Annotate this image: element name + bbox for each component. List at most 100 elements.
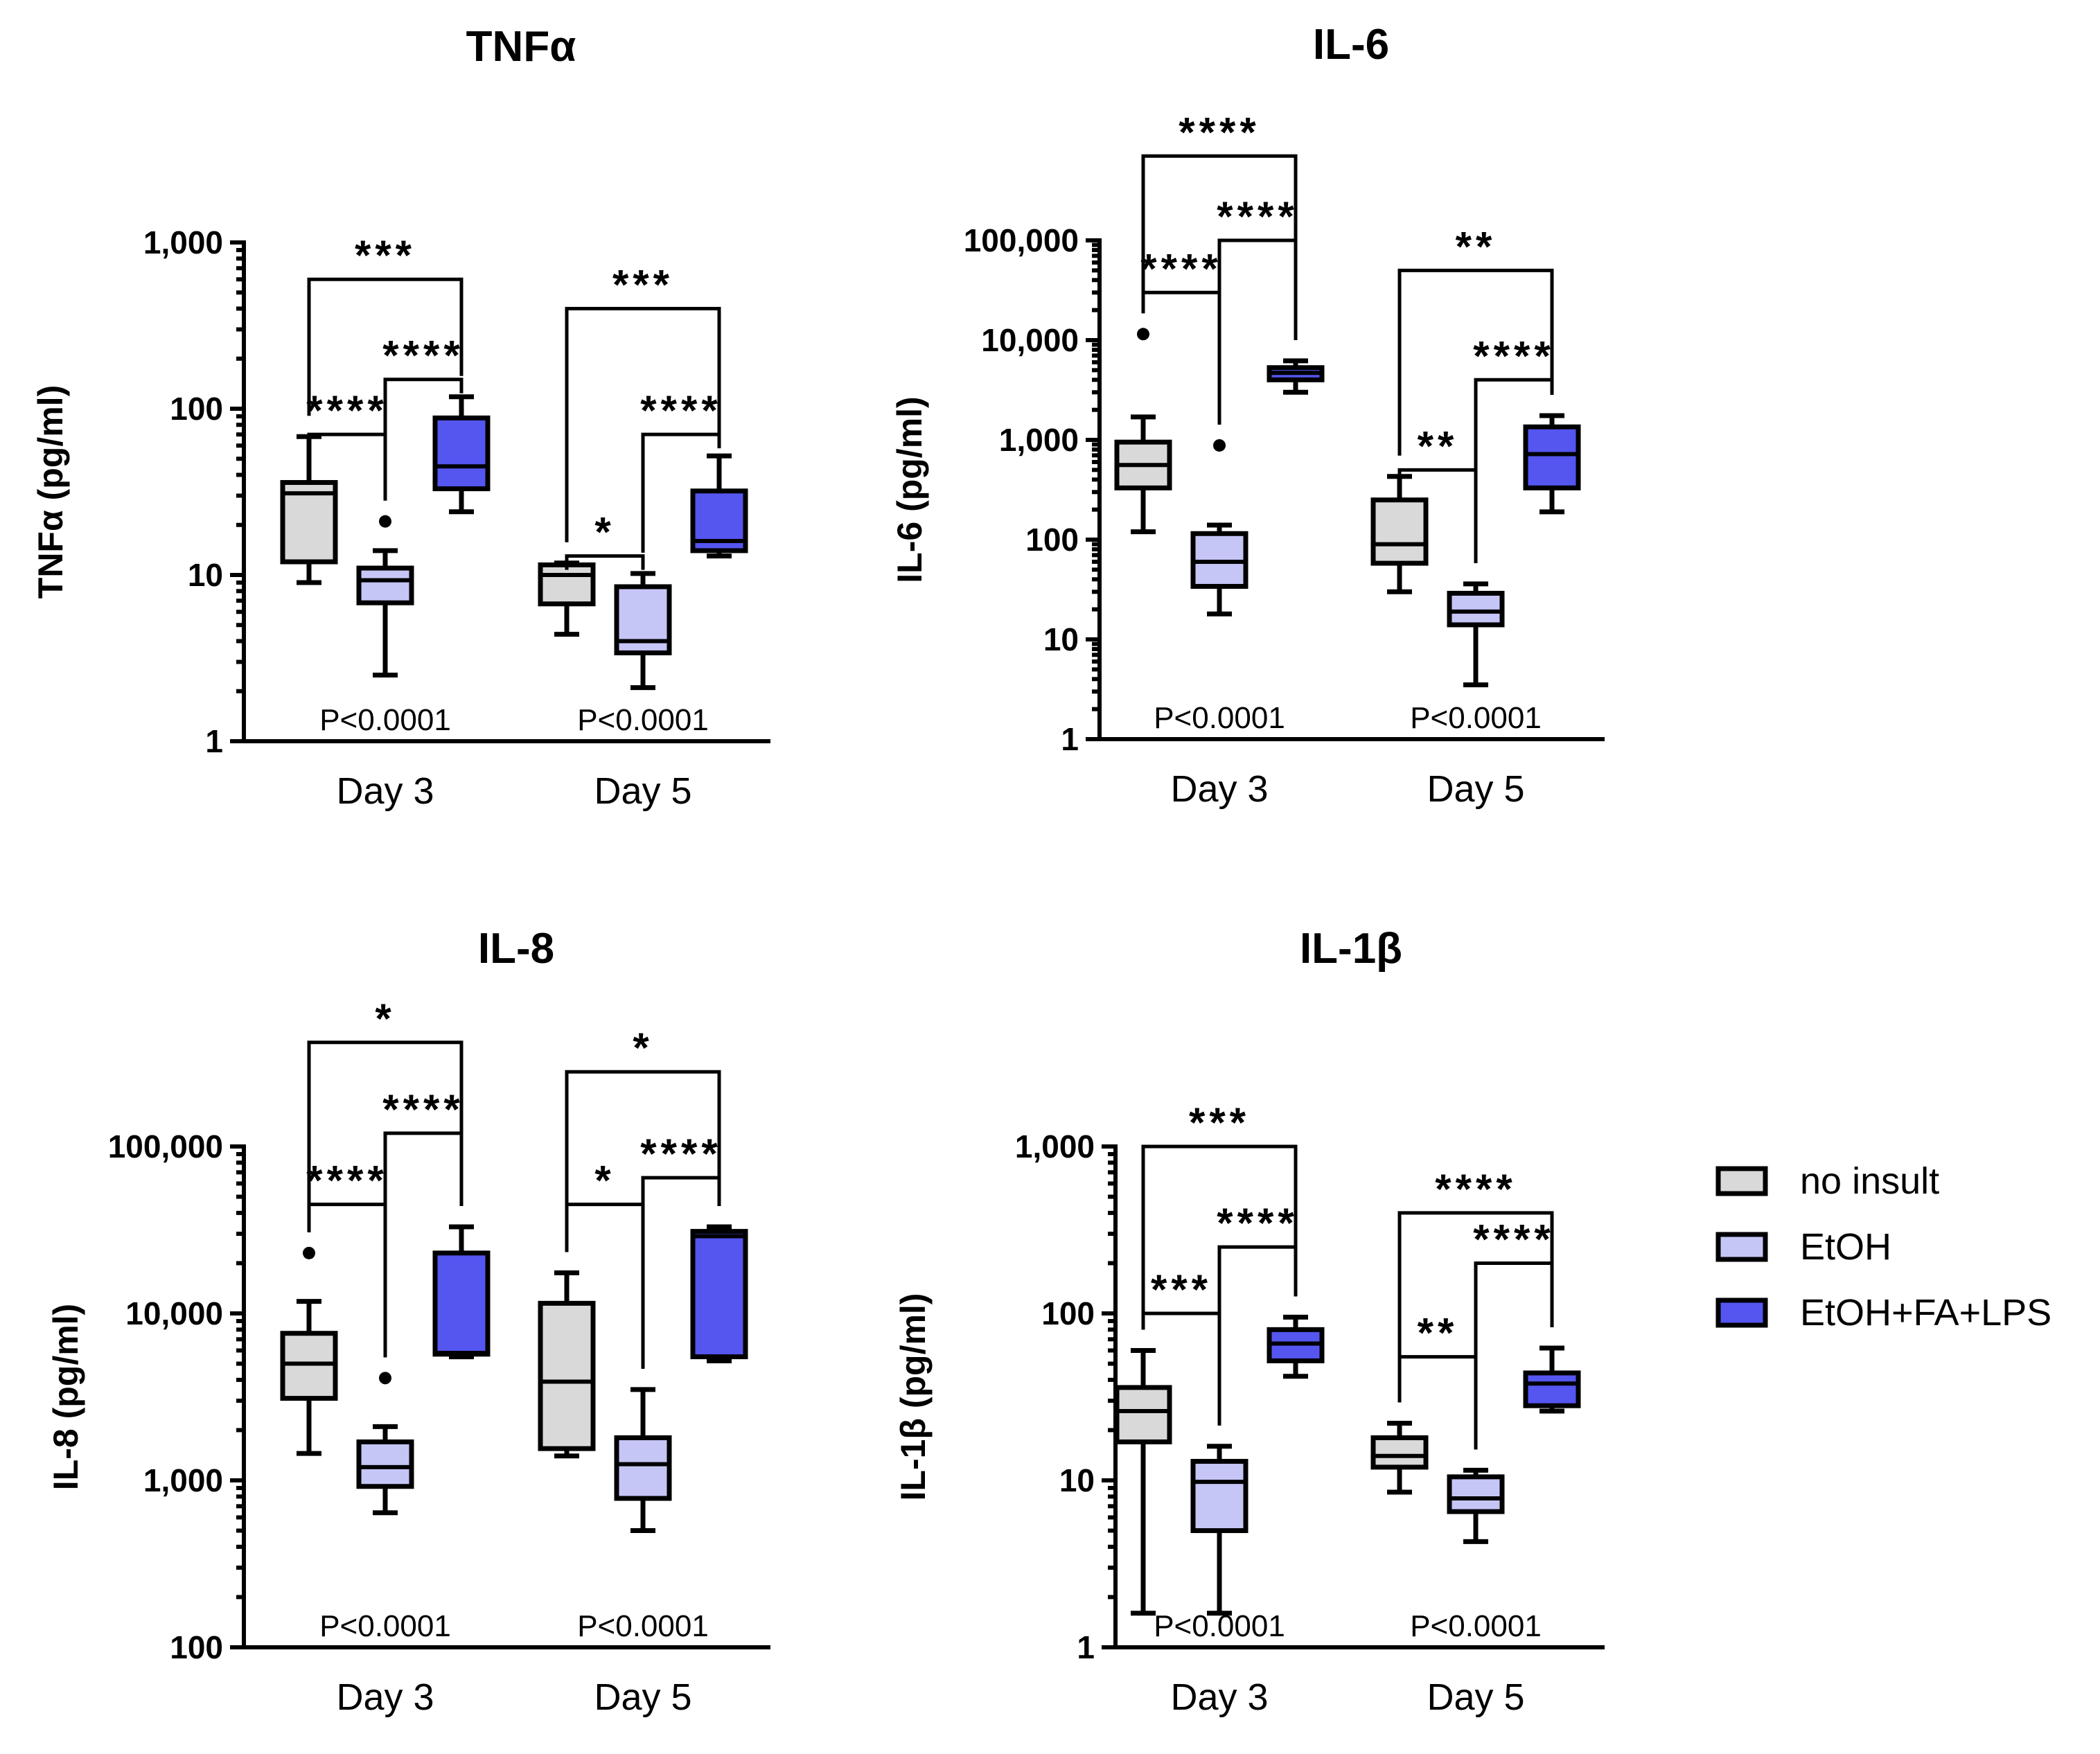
significance-bracket: **** xyxy=(640,387,721,553)
significance-stars: * xyxy=(594,509,615,556)
box-iqr xyxy=(1114,1385,1172,1444)
y-tick-label: 100 xyxy=(170,391,223,427)
y-tick-label: 1 xyxy=(1077,1629,1095,1665)
chart-title: TNFα xyxy=(466,23,576,71)
panel-1: IL-6 IL-6 (pg/ml) 1 10 100 1,000 10,000 100,000… xyxy=(890,21,1605,810)
box-iqr xyxy=(356,1439,414,1489)
bracket-line xyxy=(1141,1311,1221,1426)
y-tick-label: 1,000 xyxy=(999,422,1079,458)
significance-bracket: **** xyxy=(306,1158,387,1358)
significance-stars: **** xyxy=(1217,1200,1298,1246)
significance-stars: *** xyxy=(355,232,416,278)
significance-stars: *** xyxy=(612,262,673,308)
bracket-line xyxy=(565,1203,645,1369)
box-iqr xyxy=(538,562,596,607)
box-iqr xyxy=(280,1331,338,1401)
legend-swatch xyxy=(1715,1232,1768,1262)
chart-title: IL-1β xyxy=(1300,925,1402,973)
legend: no insult EtOH EtOH+FA+LPS xyxy=(1715,1160,2052,1334)
significance-bracket: ** xyxy=(1397,423,1478,563)
box-iqr xyxy=(538,1300,596,1451)
significance-stars: **** xyxy=(1217,193,1298,240)
y-tick-label: 10 xyxy=(1043,621,1079,657)
significance-stars: ** xyxy=(1418,1310,1458,1356)
box-iqr xyxy=(1447,590,1505,628)
legend-label: no insult xyxy=(1800,1160,1939,1202)
y-tick-label: 1,000 xyxy=(143,224,223,260)
box-etoh xyxy=(356,515,414,677)
significance-stars: **** xyxy=(640,1131,721,1177)
box-etoh xyxy=(1190,438,1248,617)
y-tick-label: 10,000 xyxy=(981,322,1079,358)
y-tick-label: 1 xyxy=(205,723,223,759)
bracket-line xyxy=(1397,268,1554,456)
box-no-insult xyxy=(280,434,338,585)
bracket-line xyxy=(565,1070,721,1252)
legend-label: EtOH+FA+LPS xyxy=(1800,1292,2052,1334)
significance-stars: * xyxy=(633,1025,653,1071)
x-category-label: Day 5 xyxy=(594,770,691,812)
legend-swatch xyxy=(1715,1166,1768,1196)
y-tick-label: 100 xyxy=(170,1629,223,1665)
significance-bracket: *** xyxy=(307,232,464,416)
significance-bracket: **** xyxy=(1473,1216,1554,1450)
significance-stars: **** xyxy=(306,1158,387,1204)
significance-stars: * xyxy=(375,995,395,1042)
panel-0: TNFα TNFα (pg/ml) 1 10 100 1,000 Day 3 P<0.0001… xyxy=(31,23,770,812)
panel-3: IL-1β IL-1β (pg/ml) 1 10 100 1,000 Day 3 P<0.00… xyxy=(894,925,1605,1718)
box-iqr xyxy=(1523,424,1581,490)
box-etoh xyxy=(1190,1444,1248,1616)
x-category-label: Day 5 xyxy=(1427,768,1524,810)
box-etoh xyxy=(356,1372,414,1516)
box-etoh-fa-lps xyxy=(1523,413,1581,515)
bracket-line xyxy=(1397,468,1478,563)
bracket-line xyxy=(1474,1261,1554,1450)
legend-label: EtOH xyxy=(1800,1226,1891,1268)
significance-bracket: * xyxy=(565,1158,645,1369)
p-value-label: P<0.0001 xyxy=(319,703,451,737)
x-category-label: Day 3 xyxy=(336,770,434,812)
box-iqr xyxy=(1447,1474,1505,1514)
p-value-label: P<0.0001 xyxy=(319,1609,451,1643)
y-tick-label: 100,000 xyxy=(964,222,1079,258)
significance-bracket: *** xyxy=(1141,1266,1221,1426)
y-axis-label: IL-1β (pg/ml) xyxy=(894,1293,933,1501)
box-etoh-fa-lps xyxy=(1267,358,1325,395)
outlier-point xyxy=(303,1246,315,1259)
box-no-insult xyxy=(280,1246,338,1456)
significance-bracket: * xyxy=(565,509,645,570)
p-value-label: P<0.0001 xyxy=(577,703,709,737)
box-etoh-fa-lps xyxy=(1267,1314,1325,1379)
panel-2: IL-8 IL-8 (pg/ml) 100 1,000 10,000 100,000 Day… xyxy=(46,925,770,1718)
bracket-line xyxy=(307,432,387,501)
outlier-point xyxy=(1137,328,1149,341)
box-iqr xyxy=(1370,497,1429,566)
significance-stars: * xyxy=(594,1158,615,1204)
box-no-insult xyxy=(1370,1420,1429,1495)
y-tick-label: 100,000 xyxy=(108,1128,223,1164)
bracket-line xyxy=(1141,290,1221,425)
p-value-label: P<0.0001 xyxy=(1410,1609,1542,1643)
significance-stars: ** xyxy=(1456,223,1497,269)
significance-stars: **** xyxy=(1473,1216,1554,1262)
bracket-line xyxy=(565,554,645,570)
y-axis-label: TNFα (pg/ml) xyxy=(31,385,70,599)
bracket-line xyxy=(1217,238,1298,425)
bracket-line xyxy=(641,432,721,553)
significance-bracket: **** xyxy=(1217,1200,1298,1426)
box-etoh-fa-lps xyxy=(1523,1345,1581,1414)
box-etoh xyxy=(614,571,672,691)
significance-stars: **** xyxy=(306,387,387,434)
y-tick-label: 1,000 xyxy=(1015,1128,1095,1164)
bracket-line xyxy=(1141,1144,1298,1330)
box-etoh-fa-lps xyxy=(690,453,748,559)
p-value-label: P<0.0001 xyxy=(1410,701,1542,735)
outlier-point xyxy=(379,1372,391,1385)
p-value-label: P<0.0001 xyxy=(1154,701,1285,735)
significance-bracket: *** xyxy=(1141,1099,1298,1330)
significance-stars: **** xyxy=(1473,333,1554,379)
x-category-label: Day 5 xyxy=(594,1676,691,1718)
box-iqr xyxy=(1370,1435,1429,1470)
x-category-label: Day 3 xyxy=(336,1676,434,1718)
